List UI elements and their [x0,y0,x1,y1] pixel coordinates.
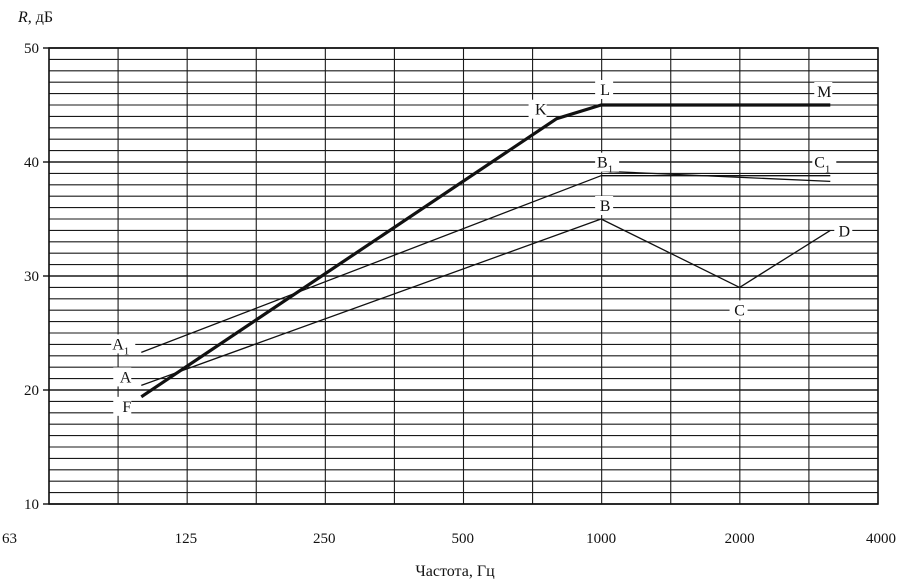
point-label: B1 [597,155,613,176]
series-line [140,103,831,399]
label-bg [595,152,620,172]
x-tick-label: 4000 [866,531,896,547]
x-tick-label: 500 [451,531,474,547]
point-labels: F K L M A1 B1 C1 A B C D [111,80,853,416]
grid [48,47,879,505]
label-bg [113,396,132,416]
x-tick-label: 1000 [586,531,616,547]
label-bg [834,221,853,241]
x-tick-label: 63 [2,531,17,547]
point-label: F [122,399,131,416]
y-axis-label-unit: , дБ [28,9,53,26]
point-label: C [734,302,745,319]
label-bg [812,152,837,172]
x-tick-label: 250 [313,531,336,547]
x-axis-label: Частота, Гц [415,563,495,580]
label-bg [595,80,614,99]
point-label: C1 [814,155,830,176]
label-bg [528,99,547,119]
label-bg [814,82,833,101]
label-bg [595,196,614,215]
y-tick-label: 40 [24,155,39,171]
y-axis-label: R, дБ [17,9,53,26]
label-bg [111,334,136,354]
point-label: A [120,369,132,386]
point-label: L [600,82,610,99]
point-label: D [839,223,851,240]
series-line [141,175,831,354]
y-tick-label: 50 [24,41,39,57]
y-tick-label: 10 [24,497,39,513]
x-tick-label: 125 [175,531,198,547]
x-tick-label: 2000 [725,531,755,547]
point-label: B [600,198,611,215]
y-axis-label-symbol: R [17,9,28,26]
y-tick-label: 30 [24,269,39,285]
series-line [601,170,831,183]
point-label: A1 [112,336,129,357]
tick-labels: 10 20 30 40 50 63 125 250 500 1000 2000 4000 [2,41,896,547]
label-bg [113,367,132,387]
series-lines [140,103,831,399]
y-tick-label: 20 [24,383,39,399]
label-bg [729,300,748,320]
point-label: K [535,102,547,119]
series-line [141,218,831,387]
point-label: M [817,84,831,101]
